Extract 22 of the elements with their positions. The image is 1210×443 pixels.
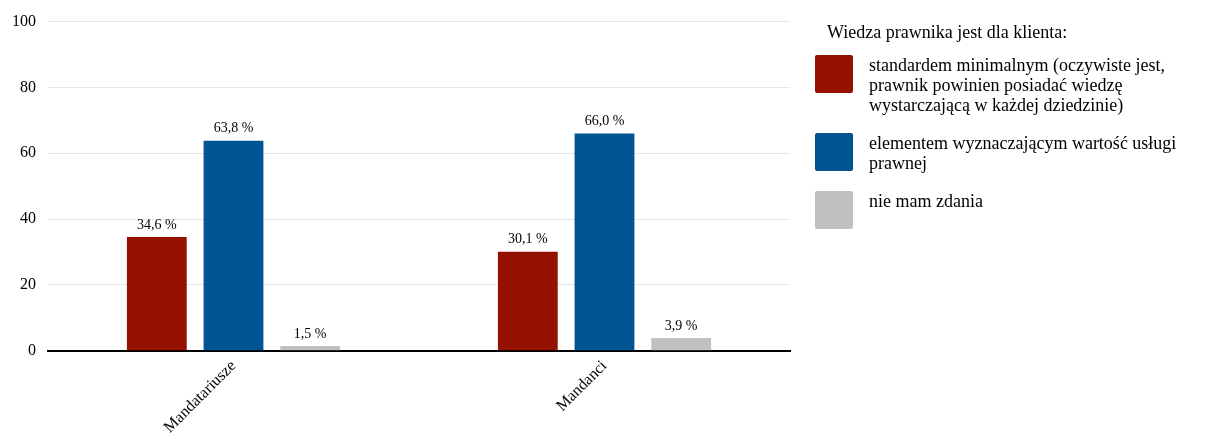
- bar: [651, 337, 712, 351]
- legend-label: standardem minimalnym (oczywiste jest, prawnik powinien posiadać wiedzę wystarczającą w każdej dziedzinie): [869, 55, 1166, 115]
- bar: [126, 236, 187, 351]
- data-label: 30,1 %: [507, 231, 548, 247]
- y-tick-label: 0: [28, 341, 36, 359]
- y-tick-label: 20: [20, 275, 36, 293]
- bar: [203, 140, 264, 351]
- y-tick-label: 100: [12, 11, 36, 29]
- data-label: 3,9 %: [664, 317, 698, 333]
- bar: [497, 251, 558, 351]
- y-tick-label: 40: [20, 209, 36, 227]
- data-label: 66,0 %: [584, 113, 625, 129]
- data-label: 1,5 %: [293, 325, 327, 341]
- legend-label: nie mam zdania: [869, 191, 983, 211]
- bar: [574, 133, 635, 351]
- bar: [280, 345, 341, 351]
- legend-title: Wiedza prawnika jest dla klienta:: [827, 22, 1069, 43]
- data-label: 63,8 %: [213, 120, 254, 136]
- y-tick-label: 80: [20, 77, 36, 95]
- data-label: 34,6 %: [136, 216, 177, 232]
- y-tick-label: 60: [20, 143, 36, 161]
- legend-label: elementem wyznaczającym wartość usługi prawnej: [869, 133, 1178, 173]
